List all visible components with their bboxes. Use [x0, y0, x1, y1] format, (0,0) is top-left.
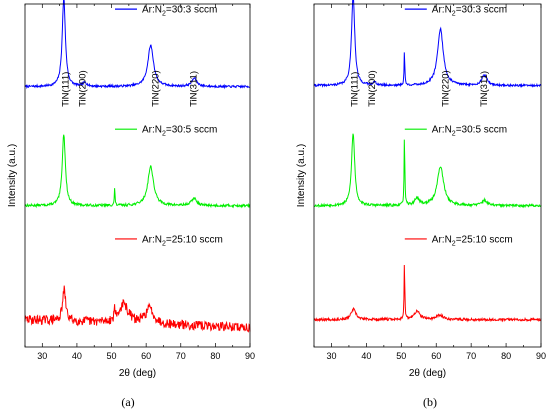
peak-label: TiN(200) [78, 70, 89, 107]
legend-label: Ar:N2=25:10 sccm [432, 234, 513, 247]
panel-caption: (a) [121, 395, 134, 409]
peak-label: TiN(311) [479, 71, 490, 107]
y-axis-title: Intensity (a.u.) [296, 144, 307, 207]
series-line [24, 0, 251, 90]
series-line [313, 133, 542, 209]
y-axis-title: Intensity (a.u.) [7, 144, 18, 207]
x-tick-label: 70 [466, 351, 476, 361]
x-tick-label: 30 [326, 351, 336, 361]
panel-caption: (b) [423, 395, 437, 409]
peak-label: TiN(220) [150, 70, 161, 107]
x-tick-label: 50 [396, 351, 406, 361]
x-tick-label: 40 [72, 351, 82, 361]
x-tick-label: 60 [141, 351, 151, 361]
x-tick-label: 70 [176, 351, 186, 361]
peak-label: TiN(220) [440, 70, 451, 107]
x-tick-label: 40 [361, 351, 371, 361]
peak-label: TiN(311) [188, 71, 199, 107]
legend-label: Ar:N2=30:3 sccm [432, 5, 507, 18]
x-tick-label: 90 [536, 351, 546, 361]
x-tick-label: 60 [431, 351, 441, 361]
legend-label: Ar:N2=25:10 sccm [142, 234, 223, 247]
series-line [313, 0, 542, 89]
legend-label: Ar:N2=30:3 sccm [142, 5, 217, 18]
x-tick-label: 80 [210, 351, 220, 361]
x-tick-label: 90 [245, 351, 255, 361]
panel-b: Ar:N2=30:3 sccm Ar:N2=30:5 sccm Ar:N2=25:1… [296, 0, 546, 409]
x-tick-label: 50 [107, 351, 117, 361]
legend-label: Ar:N2=30:5 sccm [432, 125, 507, 138]
peak-label: TiN(111) [60, 72, 71, 107]
peak-label: TiN(111) [350, 72, 361, 107]
x-tick-label: 30 [37, 351, 47, 361]
plot-frame [24, 3, 251, 348]
series-line [313, 264, 542, 323]
x-axis-title: 2θ (deg) [409, 368, 446, 379]
x-axis-title: 2θ (deg) [119, 368, 156, 379]
peak-label: TiN(200) [367, 70, 378, 107]
plot-frame [313, 3, 542, 348]
series-line [24, 285, 251, 333]
legend-label: Ar:N2=30:5 sccm [142, 125, 217, 138]
panel-a: Ar:N2=30:3 sccm Ar:N2=30:5 sccm Ar:N2=25:1… [7, 0, 255, 409]
x-tick-label: 80 [501, 351, 511, 361]
series-line [24, 134, 251, 209]
